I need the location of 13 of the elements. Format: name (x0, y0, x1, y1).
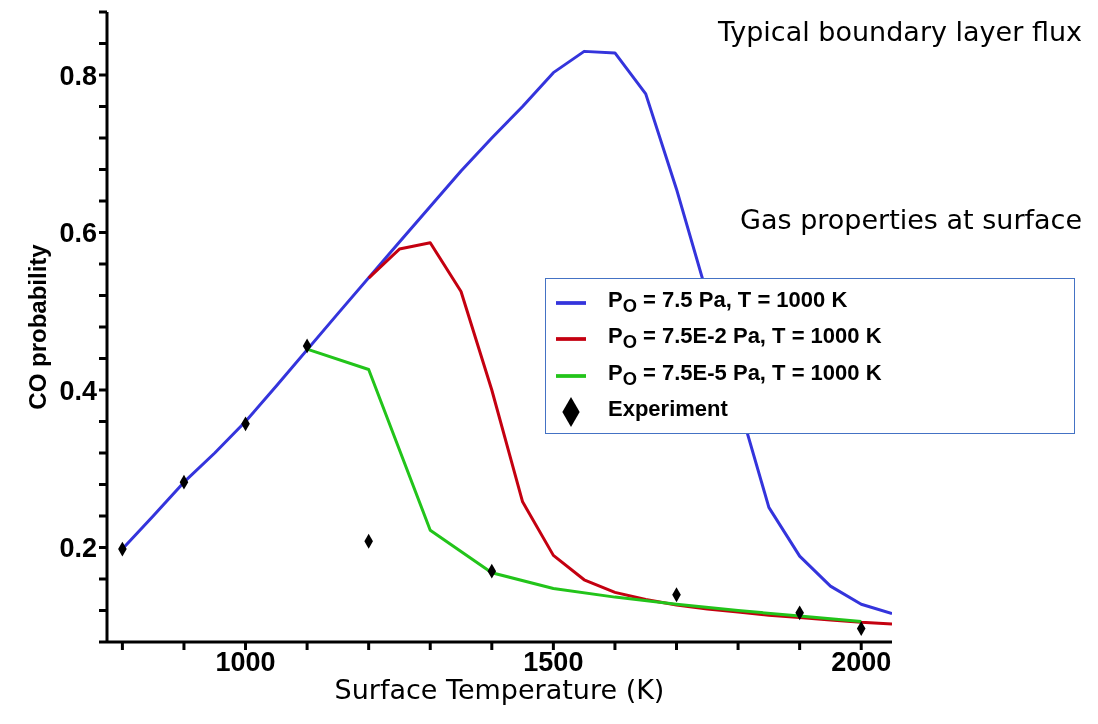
y-tick-label: 0.6 (59, 218, 97, 249)
x-tick-label: 1000 (215, 647, 276, 678)
legend-label: P$_{O}$ = 7.5E-5 Pa, T = 1000 K (608, 359, 882, 390)
y-axis-title: CO probability (23, 243, 51, 410)
annotation: Typical boundary layer flux (717, 16, 1082, 47)
annotation: Gas properties at surface (740, 204, 1082, 235)
y-tick-label: 0.8 (59, 60, 97, 91)
legend-label: Experiment (608, 396, 728, 422)
y-tick-label: 0.2 (59, 533, 97, 564)
x-tick-label: 2000 (831, 647, 892, 678)
legend-label: P$_{O}$ = 7.5E-2 Pa, T = 1000 K (608, 323, 882, 353)
y-tick-label: 0.4 (59, 375, 97, 406)
legend-label: P$_{O}$ = 7.5 Pa, T = 1000 K (608, 287, 848, 317)
